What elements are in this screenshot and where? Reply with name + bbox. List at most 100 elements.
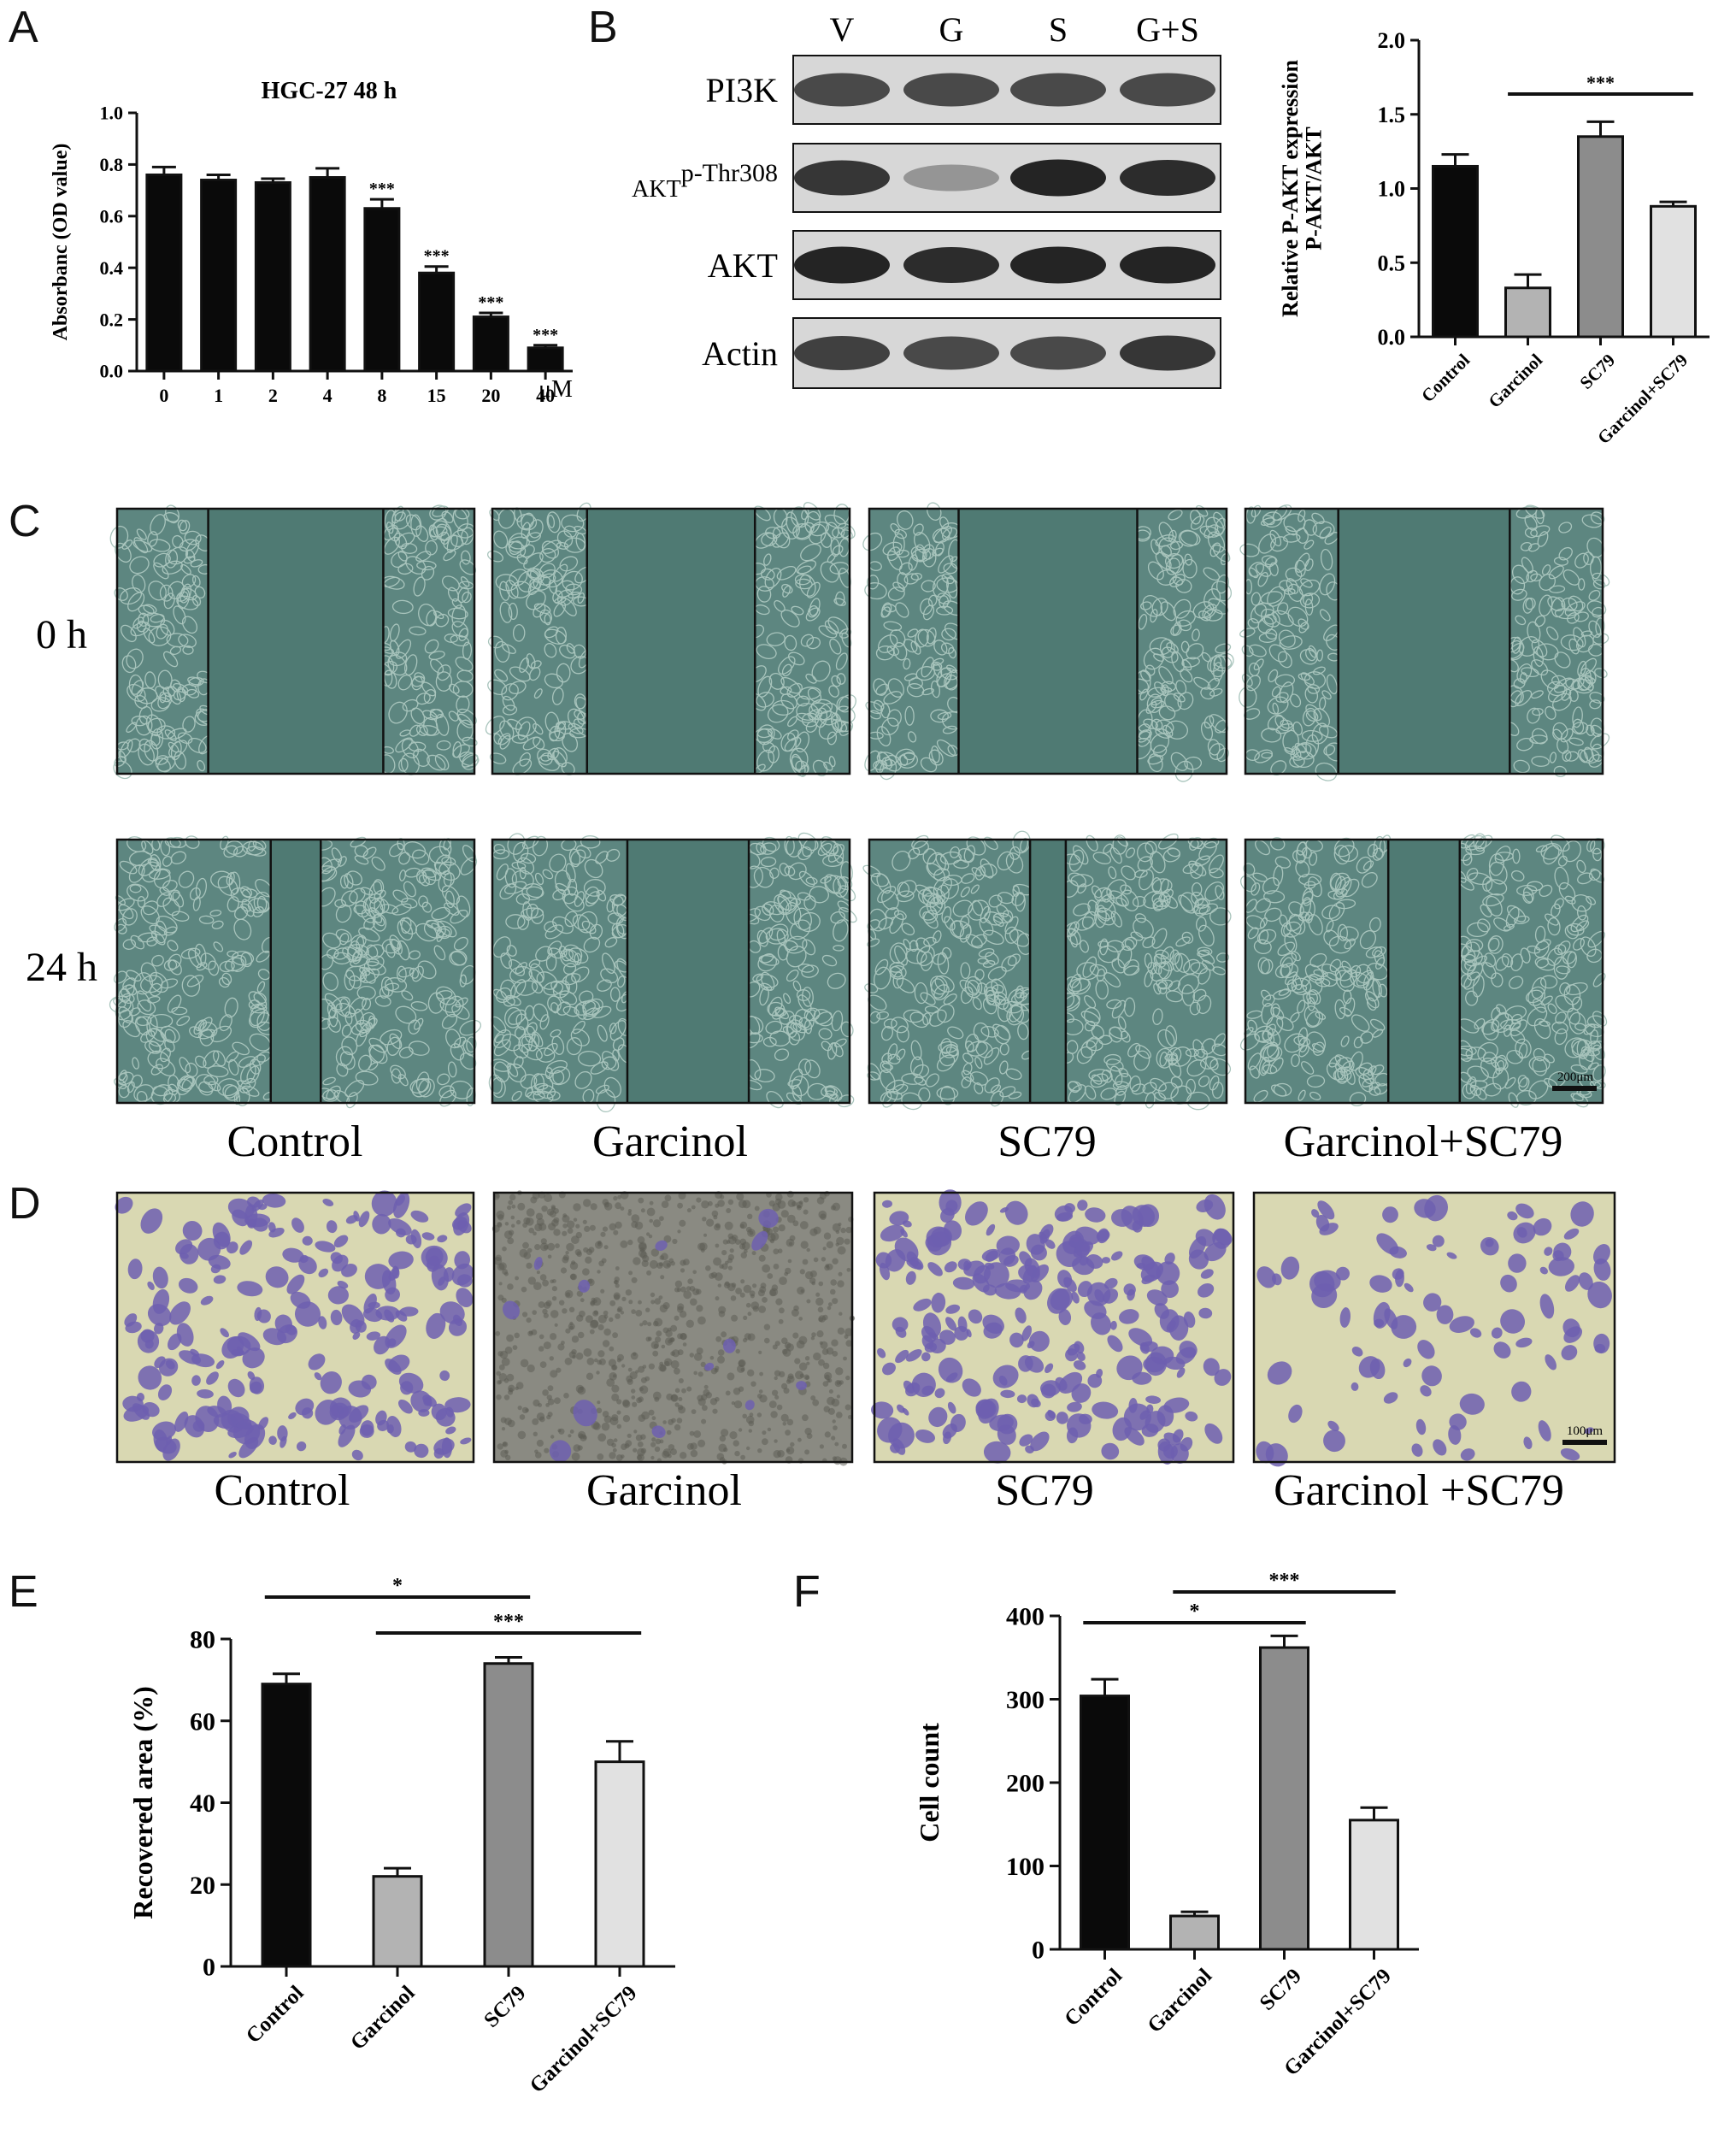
cell: [556, 1001, 571, 1016]
group-label: Control: [215, 1466, 350, 1515]
membrane-pore: [670, 1261, 675, 1266]
cell: [974, 1082, 984, 1094]
membrane-pore: [786, 1379, 791, 1384]
cell: [252, 839, 267, 851]
stained-cell: [1004, 1200, 1028, 1225]
stained-cell: [1545, 1354, 1557, 1371]
membrane-pore: [712, 1408, 718, 1414]
cell: [836, 673, 846, 685]
cell: [134, 1016, 151, 1035]
cell: [584, 858, 603, 879]
cell: [159, 584, 174, 602]
cell: [883, 691, 903, 704]
cell: [499, 601, 513, 623]
cell: [1460, 953, 1477, 975]
image-frame: [492, 1191, 854, 1464]
membrane-pore: [597, 1314, 607, 1323]
cell: [431, 923, 443, 932]
x-tick-label: Control: [1417, 350, 1474, 406]
cell: [1553, 765, 1567, 777]
cell: [834, 1038, 847, 1048]
stained-cell: [1214, 1228, 1233, 1246]
stained-cell: [1515, 1203, 1534, 1219]
membrane-pore: [661, 1253, 668, 1261]
cell: [211, 920, 224, 929]
membrane-pore: [549, 1356, 554, 1361]
cell: [1509, 976, 1524, 989]
cell: [1151, 598, 1168, 616]
cell: [938, 1040, 958, 1053]
cell: [1178, 619, 1192, 632]
membrane-pore: [731, 1314, 739, 1322]
cell: [1171, 651, 1185, 673]
cell: [423, 688, 437, 704]
membrane-pore: [830, 1288, 836, 1295]
cell: [1155, 719, 1174, 734]
membrane-pore: [827, 1407, 835, 1415]
stained-cell: [1323, 1430, 1345, 1453]
membrane-pore: [648, 1409, 655, 1416]
cell: [1469, 1085, 1481, 1096]
membrane-pore: [743, 1315, 748, 1320]
cell: [756, 724, 775, 746]
membrane-pore: [837, 1327, 845, 1335]
stained-cell: [1449, 1413, 1467, 1430]
cell: [609, 987, 621, 1002]
membrane-pore: [762, 1297, 768, 1303]
membrane-pore: [575, 1352, 584, 1360]
cell: [1294, 559, 1306, 577]
cell: [1482, 1052, 1498, 1064]
cell: [544, 642, 557, 658]
cell: [172, 891, 185, 908]
cell: [570, 849, 586, 865]
membrane-pore: [631, 1388, 636, 1394]
membrane-pore: [517, 1202, 526, 1211]
membrane-pore: [603, 1310, 609, 1316]
stained-cell: [1176, 1367, 1186, 1378]
membrane-pore: [532, 1192, 540, 1200]
stained-cell: [191, 1375, 201, 1386]
membrane-pore: [592, 1310, 599, 1317]
cell: [1572, 706, 1583, 728]
cell: [1108, 866, 1117, 880]
cell: [1304, 598, 1314, 616]
stained-cell: [1563, 1326, 1583, 1343]
membrane-pore: [653, 1343, 659, 1349]
membrane-pore: [631, 1309, 636, 1314]
stained-cell: [445, 1426, 456, 1435]
stained-cell: [453, 1211, 470, 1236]
cell: [519, 867, 527, 880]
membrane-pore: [603, 1328, 611, 1336]
cell: [1590, 556, 1602, 580]
cell: [1184, 553, 1193, 566]
membrane-pore: [832, 1419, 836, 1424]
wound-gap: [1338, 509, 1510, 774]
cell: [800, 634, 815, 647]
cell: [910, 640, 921, 655]
cell: [1504, 1005, 1527, 1021]
cell: [756, 974, 779, 988]
cell: [1069, 973, 1081, 988]
cell: [756, 692, 774, 708]
cell: [798, 1058, 812, 1076]
membrane-pore: [503, 1271, 509, 1276]
cell: [1586, 724, 1595, 736]
cell: [1207, 739, 1221, 756]
cell: [1267, 1028, 1281, 1046]
cell: [547, 940, 562, 956]
cell: [943, 875, 962, 887]
cell: [1200, 1056, 1218, 1070]
cell: [539, 1014, 550, 1030]
cell: [173, 683, 189, 693]
membrane-pore: [754, 1206, 760, 1211]
membrane-pore: [569, 1261, 579, 1270]
cell: [781, 663, 792, 677]
cell: [1274, 674, 1296, 687]
cell: [766, 632, 786, 646]
cell: [1270, 536, 1289, 552]
membrane-pore: [541, 1206, 548, 1212]
y-tick-label: 200: [1006, 1770, 1045, 1798]
cell: [962, 1052, 974, 1064]
cell: [1123, 965, 1140, 976]
stained-cell: [1170, 1443, 1189, 1464]
